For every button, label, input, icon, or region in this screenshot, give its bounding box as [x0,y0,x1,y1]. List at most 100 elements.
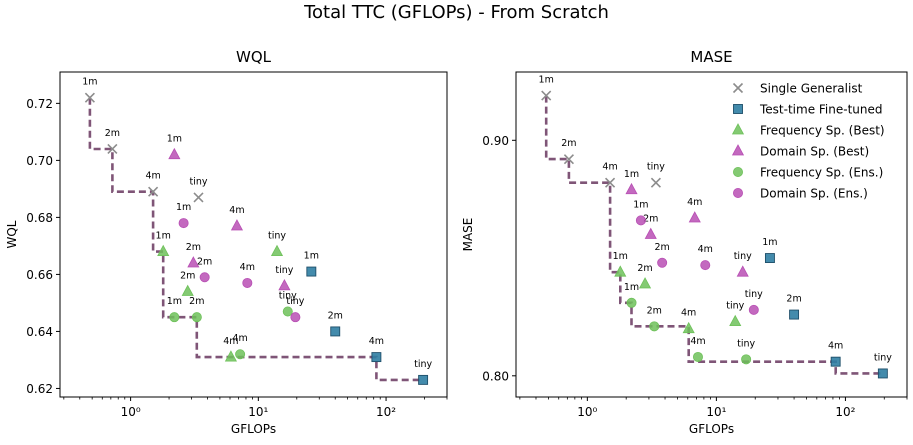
mase-legend-marker-0 [732,82,744,94]
mase-point-label-5-1: 2m [655,242,670,253]
wql-point-2-3 [270,244,284,257]
mase-point-label-5-2: 4m [698,244,713,255]
mase-point-2-1 [638,277,652,289]
mase-point-label-4-1: 2m [647,305,662,316]
mase-point-label-3-0: 1m [624,169,639,180]
wql-ytick-label-2: 0.66 [26,268,53,282]
mase-point-label-3-3: tiny [734,251,752,262]
wql-point-label-2-1: 2m [180,271,195,282]
wql-series-3: 1m 2m 4m tiny [167,134,294,291]
mase-xtick-label-1: 10¹ [706,405,726,419]
mase-point-label-2-2: 4m [681,308,696,319]
wql-point-label-4-3: tiny [279,290,297,301]
wql-point-label-1-3: tiny [414,359,432,370]
mase-legend-marker-3 [731,144,745,156]
mase-point-4-0 [626,297,637,308]
mase-point-label-4-0: 1m [624,282,639,293]
wql-point-label-2-2: 4m [223,336,238,347]
wql-xlabel: GFLOPs [231,422,276,436]
wql-xtick-label-2: 10² [376,405,396,419]
wql-xtick-label-0: 10⁰ [121,405,141,419]
mase-xtick-label-0: 10⁰ [577,405,597,419]
mase-legend-marker-5 [732,187,743,198]
mase-point-label-2-3: tiny [726,301,744,312]
mase-point-label-1-3: tiny [874,352,892,363]
mase-point-1-0 [764,253,775,264]
mase-point-label-0-2: 4m [602,162,617,173]
wql-point-label-1-1: 2m [328,310,343,321]
mase-point-label-3-2: 4m [687,197,702,208]
wql-series-5: 1m 2m 4m tiny [176,202,305,323]
wql-point-label-4-0: 1m [167,296,182,307]
mase-point-4-3 [741,354,752,365]
mase-point-1-2 [830,356,841,367]
wql-point-label-3-1: 2m [186,242,201,253]
wql-point-label-3-0: 1m [167,134,182,145]
mase-point-label-1-1: 2m [786,294,801,305]
wql-point-3-3 [278,278,291,291]
wql-point-5-1 [199,272,210,283]
mase-xlabel: GFLOPs [689,422,734,436]
mase-point-3-3 [736,265,749,277]
mase-point-label-5-3: tiny [745,289,763,300]
wql-xtick-label-1: 10¹ [248,405,268,419]
wql-point-label-2-0: 1m [156,231,171,242]
mase-point-label-1-0: 1m [762,237,777,248]
mase-point-3-0 [625,182,638,195]
wql-series-1: 1m 2m 4m tiny [304,251,432,385]
wql-point-3-0 [168,147,181,160]
mase-legend: Single Generalist Test-time Fine-tuned Fre… [731,82,885,201]
wql-point-label-3-3: tiny [275,265,293,276]
mase-series-2: 1m 2m 4m tiny [613,251,745,334]
wql-plot-frame [59,71,448,398]
mase-point-3-2 [688,211,701,223]
mase-point-2-3 [729,314,742,327]
mase-series-4: 1m 2m 4m tiny [624,282,756,365]
mase-ylabel: MASE [461,218,475,252]
mase-point-label-0-3: tiny [647,162,665,173]
wql-point-0-3 [193,192,204,203]
mase-pareto-frontier [544,95,883,375]
wql-point-4-0 [169,312,180,323]
mase-point-5-2 [700,260,711,271]
wql-point-label-5-1: 2m [197,256,212,267]
wql-point-label-2-3: tiny [268,231,286,242]
mase-point-label-0-1: 2m [561,138,576,149]
mase-point-4-2 [692,351,703,362]
mase-point-5-0 [635,215,646,226]
mase-legend-marker-1 [733,104,743,114]
mase-point-2-0 [614,265,627,277]
mase-title: MASE [690,48,732,66]
wql-point-5-3 [290,312,301,323]
mase-point-label-4-3: tiny [737,338,755,349]
wql-point-label-5-0: 1m [176,202,191,213]
mase-point-2-2 [682,321,695,334]
wql-point-label-1-0: 1m [304,251,319,262]
wql-point-label-4-1: 2m [189,296,204,307]
wql-point-1-1 [330,326,341,337]
mase-series-0: 1m 2m 4m tiny [539,75,665,188]
mase-point-0-1 [563,154,574,165]
wql-point-label-0-0: 1m [82,77,97,88]
mase-ytick-label-0: 0.80 [482,369,509,383]
mase-point-label-5-0: 1m [633,199,648,210]
wql-point-0-1 [107,143,118,155]
mase-legend-marker-2 [731,123,745,135]
figure-title: Total TTC (GFLOPs) - From Scratch [304,2,609,23]
mase-point-label-0-0: 1m [539,75,554,86]
wql-point-2-1 [181,284,194,296]
mase-legend-label-4: Frequency Sp. (Ens.) [760,166,883,180]
wql-ytick-label-3: 0.68 [26,211,53,225]
wql-point-4-2 [235,349,246,360]
mase-plot-frame [515,71,908,398]
mase-point-1-1 [789,309,800,320]
wql-point-label-4-2: 4m [232,333,247,344]
wql-point-2-0 [157,244,170,257]
wql-point-4-1 [191,312,202,323]
wql-point-label-0-3: tiny [189,176,207,187]
mase-ytick-label-1: 0.90 [482,134,509,148]
wql-series-0: 1m 2m 4m tiny [82,77,208,203]
mase-point-3-1 [644,227,657,239]
wql-ytick-label-0: 0.62 [26,382,53,396]
mase-point-4-1 [649,321,660,332]
